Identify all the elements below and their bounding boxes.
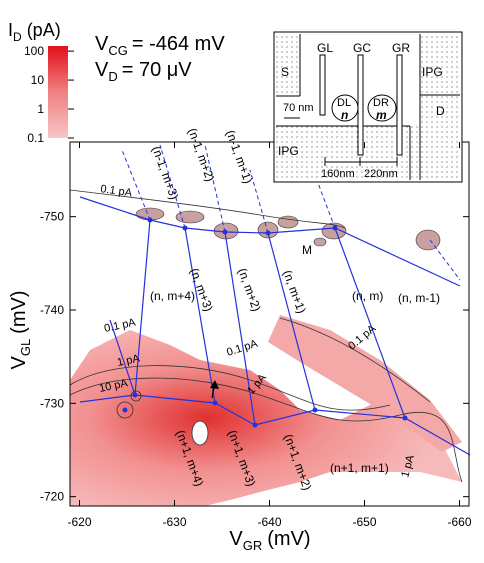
colorbar-label: ID (pA) [8, 20, 61, 44]
colorbar-tick-label: 1 [37, 102, 44, 116]
region-label: (n+1, m+1) [330, 461, 389, 475]
inset-label: 70 nm [283, 102, 314, 114]
x-tick-label: -620 [67, 515, 91, 529]
inset-label: m [376, 108, 387, 122]
y-tick-label: -720 [40, 490, 64, 504]
condition: VD = 70 μV [95, 59, 192, 84]
colorbar-tick-label: 100 [24, 44, 44, 58]
inset-label: GR [392, 41, 410, 55]
colorbar-tick-label: 0.1 [27, 131, 44, 145]
inset-label: S [281, 65, 289, 79]
region-label: (n-1, m+3) [149, 144, 181, 201]
region-label: (n, m) [352, 289, 383, 303]
inset-label: DL [337, 97, 351, 109]
contour-label: 10 pA [98, 377, 129, 395]
contour-label: 0.1 pA [346, 322, 379, 352]
inset: GL GC GR S D IPG IPG DL n DR m 70 nm 160… [273, 31, 463, 183]
x-tick-label: -640 [257, 515, 281, 529]
region-label: (n, m+4) [150, 289, 195, 303]
region-label: (n, m+2) [235, 266, 264, 313]
x-tick-label: -630 [162, 515, 186, 529]
y-tick-label: -740 [40, 303, 64, 317]
x-tick-label: -660 [447, 515, 471, 529]
colorbar [48, 46, 68, 138]
y-tick-label: -730 [40, 396, 64, 410]
inset-label: 220nm [364, 168, 398, 180]
contour-label: 0.1 pA [100, 183, 134, 199]
inset-label: GC [353, 41, 371, 55]
inset-label: 160nm [321, 168, 355, 180]
region-label: (n, m-1) [398, 291, 440, 305]
y-axis-label: VGL(mV) [8, 290, 33, 369]
x-axis-label: VGR (mV) [229, 528, 310, 553]
inset-label: D [436, 104, 445, 118]
inset-label: IPG [278, 144, 299, 158]
contour-label: 0.1 pA [225, 337, 260, 358]
current-map [69, 189, 463, 506]
contour-label: 1 pA [116, 352, 141, 369]
region-label: (n-1, m+2) [185, 126, 217, 183]
transition-lines [79, 144, 471, 456]
x-tick-label: -650 [352, 515, 376, 529]
point-label: M [302, 243, 312, 257]
inset-label: DR [373, 97, 389, 109]
region-label: (n-1, m+1) [223, 128, 255, 185]
region-label: (n, m+1) [280, 268, 309, 315]
contour-label: 1 pA [399, 453, 417, 479]
inset-label: GL [317, 41, 333, 55]
y-tick-label: -750 [40, 210, 64, 224]
condition: VCG = -464 mV [95, 33, 225, 58]
inset-label: n [341, 108, 348, 122]
inset-label: IPG [422, 65, 443, 79]
colorbar-tick-label: 10 [31, 73, 45, 87]
